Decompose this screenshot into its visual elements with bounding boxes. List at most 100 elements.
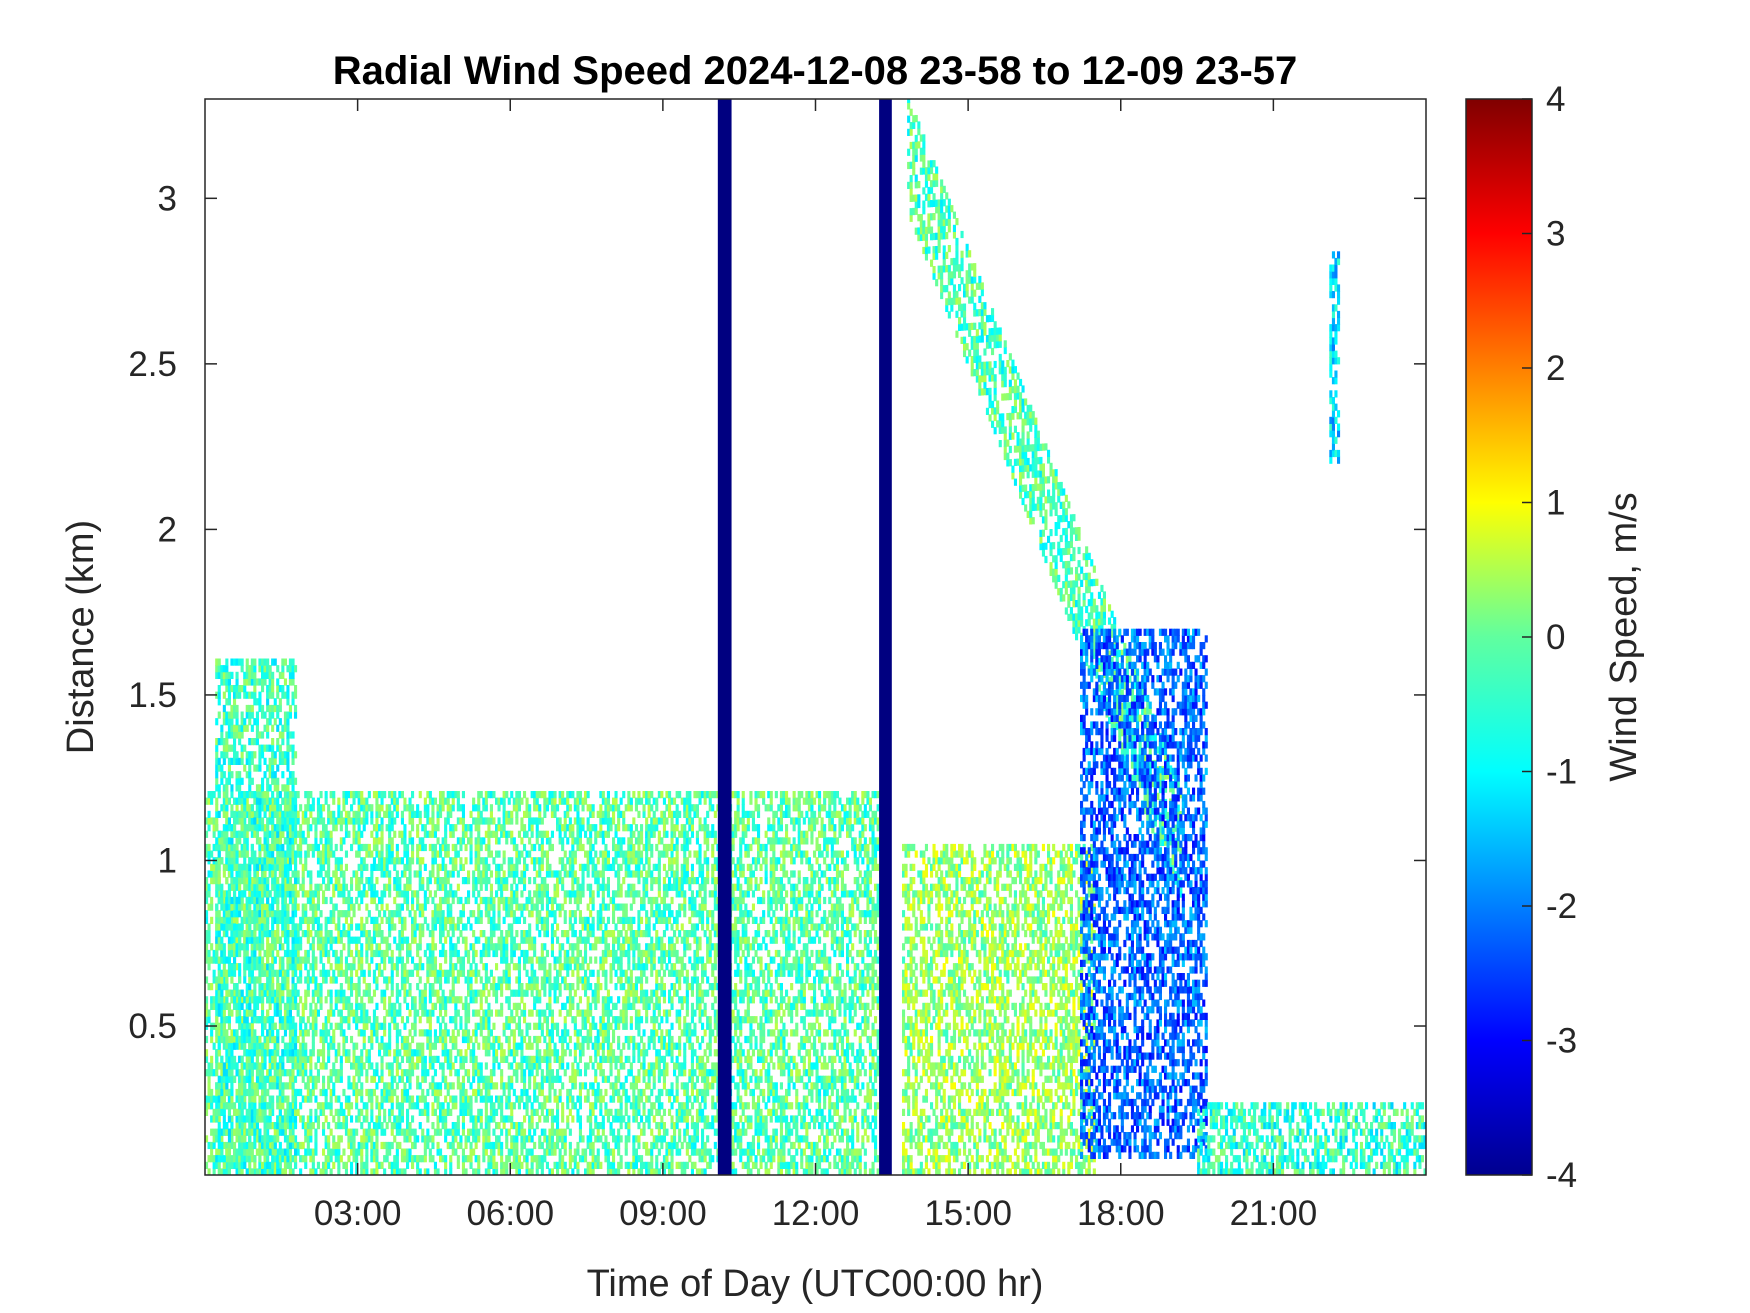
heatmap-cell <box>299 923 303 931</box>
heatmap-cell <box>233 903 237 911</box>
heatmap-cell <box>525 1108 529 1116</box>
heatmap-cell <box>441 1042 445 1050</box>
heatmap-cell <box>512 1122 516 1130</box>
heatmap-cell <box>278 910 282 918</box>
heatmap-cell <box>474 857 478 865</box>
heatmap-cell <box>327 837 331 845</box>
heatmap-cell <box>327 1049 331 1057</box>
heatmap-cell <box>296 870 300 878</box>
heatmap-cell <box>329 916 333 924</box>
heatmap-cell <box>535 817 539 825</box>
heatmap-cell <box>439 863 443 871</box>
heatmap-cell <box>474 969 478 977</box>
heatmap-cell <box>400 1075 404 1083</box>
heatmap-cell <box>451 797 455 805</box>
heatmap-cell <box>261 1069 265 1077</box>
heatmap-cell <box>556 923 560 931</box>
heatmap-cell <box>225 843 229 852</box>
heatmap-cell <box>426 1035 430 1044</box>
heatmap-cell <box>329 843 333 852</box>
heatmap-cell <box>535 883 539 891</box>
heatmap-cell <box>576 883 580 891</box>
heatmap-cell <box>568 910 572 918</box>
heatmap-cell <box>576 1062 580 1070</box>
heatmap-cell <box>581 863 585 871</box>
heatmap-cell <box>467 949 471 958</box>
heatmap-cell <box>281 1035 285 1044</box>
heatmap-cell <box>294 903 298 911</box>
heatmap-cell <box>212 949 216 958</box>
heatmap-cell <box>497 824 501 832</box>
heatmap-cell <box>599 1055 603 1063</box>
heatmap-cell <box>332 1141 336 1150</box>
heatmap-cell <box>561 1082 565 1090</box>
heatmap-cell <box>233 1055 237 1063</box>
heatmap-cell <box>418 1155 422 1163</box>
heatmap-cell <box>431 1141 435 1150</box>
heatmap-cell <box>487 943 491 951</box>
heatmap-cell <box>212 877 216 885</box>
heatmap-cell <box>301 956 305 964</box>
heatmap-cell <box>523 1035 527 1044</box>
heatmap-cell <box>578 890 582 898</box>
heatmap-cell <box>525 850 529 858</box>
heatmap-cell <box>428 1148 432 1156</box>
heatmap-cell <box>337 996 341 1004</box>
heatmap-cell <box>515 850 519 858</box>
heatmap-cell <box>533 903 537 911</box>
heatmap-cell <box>304 916 308 924</box>
heatmap-cell <box>525 1022 529 1030</box>
heatmap-cell <box>431 1075 435 1083</box>
heatmap-cell <box>227 1035 231 1044</box>
heatmap-cell <box>372 1155 376 1163</box>
heatmap-cell <box>367 877 371 885</box>
heatmap-cell <box>286 877 290 885</box>
heatmap-cell <box>385 1095 389 1103</box>
heatmap-cell <box>398 1168 402 1175</box>
heatmap-cell <box>271 963 275 971</box>
heatmap-cell <box>459 1082 463 1090</box>
heatmap-cell <box>423 1148 427 1156</box>
heatmap-cell <box>502 949 506 958</box>
heatmap-cell <box>515 857 519 865</box>
heatmap-cell <box>316 817 320 825</box>
heatmap-cell <box>347 983 351 991</box>
heatmap-cell <box>594 1155 598 1163</box>
heatmap-cell <box>322 1161 326 1169</box>
heatmap-cell <box>393 804 397 812</box>
heatmap-cell <box>365 1141 369 1150</box>
heatmap-cell <box>217 1148 221 1156</box>
heatmap-cell <box>370 883 374 891</box>
heatmap-cell <box>461 1128 465 1136</box>
heatmap-cell <box>502 1022 506 1030</box>
heatmap-cell <box>568 1161 572 1169</box>
heatmap-cell <box>370 863 374 871</box>
heatmap-cell <box>558 1009 562 1017</box>
heatmap-cell <box>319 989 323 997</box>
heatmap-cell <box>370 1141 374 1150</box>
heatmap-cell <box>423 810 427 818</box>
heatmap-cell <box>538 1035 542 1044</box>
heatmap-cell <box>406 949 410 958</box>
heatmap-cell <box>372 1022 376 1030</box>
heatmap-cell <box>561 791 565 799</box>
heatmap-cell <box>314 1062 318 1070</box>
heatmap-cell <box>467 989 471 997</box>
heatmap-cell <box>250 1148 254 1156</box>
heatmap-cell <box>436 976 440 984</box>
heatmap-cell <box>324 923 328 931</box>
heatmap-cell <box>291 1016 295 1024</box>
heatmap-cell <box>469 850 473 858</box>
heatmap-cell <box>515 1155 519 1163</box>
heatmap-cell <box>464 1102 468 1110</box>
heatmap-cell <box>408 1148 412 1156</box>
heatmap-cell <box>474 863 478 871</box>
heatmap-cell <box>517 963 521 971</box>
heatmap-cell <box>431 989 435 997</box>
heatmap-cell <box>456 1049 460 1057</box>
heatmap-cell <box>344 896 348 905</box>
heatmap-cell <box>464 943 468 951</box>
heatmap-cell <box>576 837 580 845</box>
heatmap-cell <box>591 1141 595 1150</box>
heatmap-cell <box>339 824 343 832</box>
